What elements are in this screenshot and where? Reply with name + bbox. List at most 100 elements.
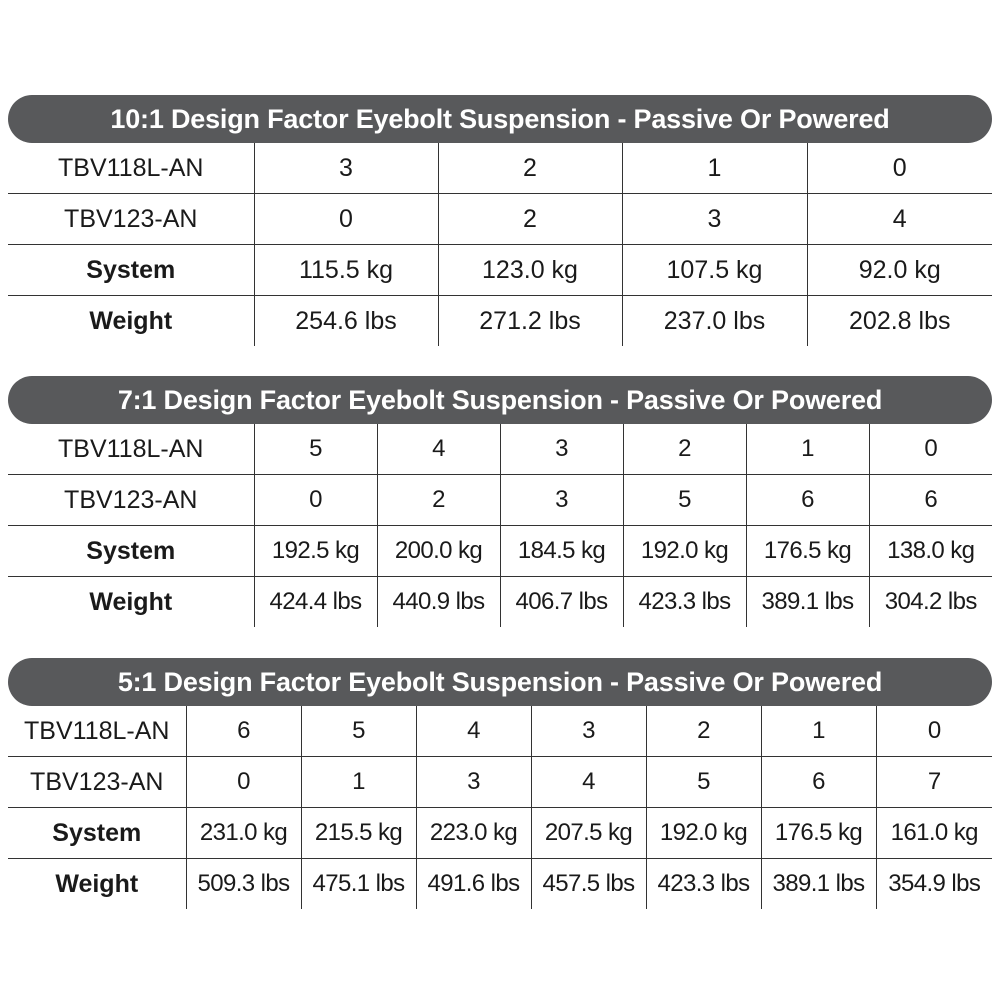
table-cell: 215.5 kg — [300, 807, 416, 859]
table-cell: 1 — [621, 143, 807, 194]
table-cell: 2 — [437, 143, 622, 194]
table-cell: 92.0 kg — [806, 244, 992, 296]
table-cell: 2 — [622, 424, 746, 475]
table-row: TBV118L-AN 5 4 3 2 1 0 — [8, 424, 992, 475]
table-cell: 0 — [253, 474, 377, 526]
table-cell: 423.3 lbs — [622, 576, 746, 627]
section-title: 5:1 Design Factor Eyebolt Suspension - P… — [8, 658, 992, 706]
table-cell: 0 — [185, 756, 301, 808]
spec-table: TBV118L-AN 6 5 4 3 2 1 0 TBV123-AN 0 1 3 4 5 6 7 System 2… — [8, 706, 992, 909]
table-cell: 192.0 kg — [622, 525, 746, 577]
table-cell: 424.4 lbs — [253, 576, 377, 627]
table-cell: 304.2 lbs — [868, 576, 992, 627]
table-cell: 0 — [253, 193, 438, 245]
table-cell: 192.5 kg — [253, 525, 377, 577]
table-cell: 6 — [745, 474, 869, 526]
row-label: System — [8, 525, 254, 577]
row-label: Weight — [8, 858, 186, 909]
table-cell: 3 — [499, 474, 623, 526]
table-cell: 4 — [415, 706, 531, 757]
table-row: System 115.5 kg 123.0 kg 107.5 kg 92.0 kg — [8, 244, 992, 296]
table-cell: 5 — [622, 474, 746, 526]
table-cell: 457.5 lbs — [530, 858, 646, 909]
table-row: Weight 424.4 lbs 440.9 lbs 406.7 lbs 423.3 l… — [8, 576, 992, 627]
table-cell: 123.0 kg — [437, 244, 622, 296]
row-label: Weight — [8, 295, 254, 346]
table-row: System 231.0 kg 215.5 kg 223.0 kg 207.5 kg 19… — [8, 807, 992, 859]
row-label: TBV118L-AN — [24, 716, 170, 745]
table-cell: 3 — [530, 706, 646, 757]
section-title: 7:1 Design Factor Eyebolt Suspension - P… — [8, 376, 992, 424]
row-label: Weight — [8, 576, 254, 627]
table-cell: 115.5 kg — [253, 244, 438, 296]
table-cell: 4 — [806, 193, 992, 245]
table-row: TBV123-AN 0 2 3 4 — [8, 193, 992, 245]
table-cell: 509.3 lbs — [185, 858, 301, 909]
table-cell: 389.1 lbs — [760, 858, 876, 909]
table-cell: 2 — [645, 706, 761, 757]
table-cell: 192.0 kg — [645, 807, 761, 859]
table-row: TBV123-AN 0 2 3 5 6 6 — [8, 474, 992, 526]
table-cell: 2 — [437, 193, 622, 245]
table-cell: 3 — [621, 193, 807, 245]
row-label: TBV123-AN — [8, 193, 254, 245]
suspension-table-7-1: 7:1 Design Factor Eyebolt Suspension - P… — [8, 376, 992, 627]
table-row: TBV118L-AN 6 5 4 3 2 1 0 — [8, 706, 992, 757]
table-cell: 5 — [253, 424, 377, 475]
row-label: System — [8, 807, 186, 859]
table-cell: 389.1 lbs — [745, 576, 869, 627]
table-cell: 1 — [745, 424, 869, 475]
table-cell: 200.0 kg — [376, 525, 500, 577]
table-cell: 161.0 kg — [875, 807, 992, 859]
table-cell: 1 — [300, 756, 416, 808]
table-cell: 271.2 lbs — [437, 295, 622, 346]
table-cell: 3 — [415, 756, 531, 808]
table-cell: 4 — [376, 424, 500, 475]
table-cell: 3 — [253, 143, 438, 194]
spec-table: TBV118L-AN 5 4 3 2 1 0 TBV123-AN 0 2 3 5 6 6 System 192… — [8, 424, 992, 627]
row-label: TBV118L-AN — [58, 434, 204, 463]
table-cell: 354.9 lbs — [875, 858, 992, 909]
table-row: Weight 509.3 lbs 475.1 lbs 491.6 lbs 457.5 l… — [8, 858, 992, 909]
table-cell: 4 — [530, 756, 646, 808]
table-cell: 6 — [185, 706, 301, 757]
table-cell: 6 — [868, 474, 992, 526]
table-row: TBV123-AN 0 1 3 4 5 6 7 — [8, 756, 992, 808]
table-row: Weight 254.6 lbs 271.2 lbs 237.0 lbs 202.8 l… — [8, 295, 992, 346]
table-cell: 184.5 kg — [499, 525, 623, 577]
suspension-table-5-1: 5:1 Design Factor Eyebolt Suspension - P… — [8, 658, 992, 909]
row-label: TBV123-AN — [8, 756, 186, 808]
table-cell: 176.5 kg — [745, 525, 869, 577]
table-cell: 231.0 kg — [185, 807, 301, 859]
row-label: TBV123-AN — [8, 474, 254, 526]
table-cell: 0 — [806, 143, 992, 194]
section-title: 10:1 Design Factor Eyebolt Suspension - … — [8, 95, 992, 143]
table-cell: 0 — [868, 424, 992, 475]
table-cell: 423.3 lbs — [645, 858, 761, 909]
table-cell: 440.9 lbs — [376, 576, 500, 627]
table-cell: 5 — [645, 756, 761, 808]
table-cell: 207.5 kg — [530, 807, 646, 859]
table-cell: 491.6 lbs — [415, 858, 531, 909]
table-cell: 406.7 lbs — [499, 576, 623, 627]
suspension-table-10-1: 10:1 Design Factor Eyebolt Suspension - … — [8, 95, 992, 346]
table-cell: 6 — [760, 756, 876, 808]
table-cell: 1 — [760, 706, 876, 757]
table-row: System 192.5 kg 200.0 kg 184.5 kg 192.0 kg 17… — [8, 525, 992, 577]
table-cell: 223.0 kg — [415, 807, 531, 859]
table-cell: 0 — [875, 706, 992, 757]
table-cell: 5 — [300, 706, 416, 757]
table-cell: 7 — [875, 756, 992, 808]
table-cell: 475.1 lbs — [300, 858, 416, 909]
table-cell: 2 — [376, 474, 500, 526]
table-cell: 237.0 lbs — [621, 295, 807, 346]
table-cell: 138.0 kg — [868, 525, 992, 577]
table-cell: 176.5 kg — [760, 807, 876, 859]
table-cell: 107.5 kg — [621, 244, 807, 296]
table-cell: 202.8 lbs — [806, 295, 992, 346]
table-cell: 254.6 lbs — [253, 295, 438, 346]
row-label: System — [8, 244, 254, 296]
spec-table: TBV118L-AN 3 2 1 0 TBV123-AN 0 2 3 4 System 115.5 k… — [8, 143, 992, 346]
table-cell: 3 — [499, 424, 623, 475]
row-label: TBV118L-AN — [58, 153, 204, 182]
